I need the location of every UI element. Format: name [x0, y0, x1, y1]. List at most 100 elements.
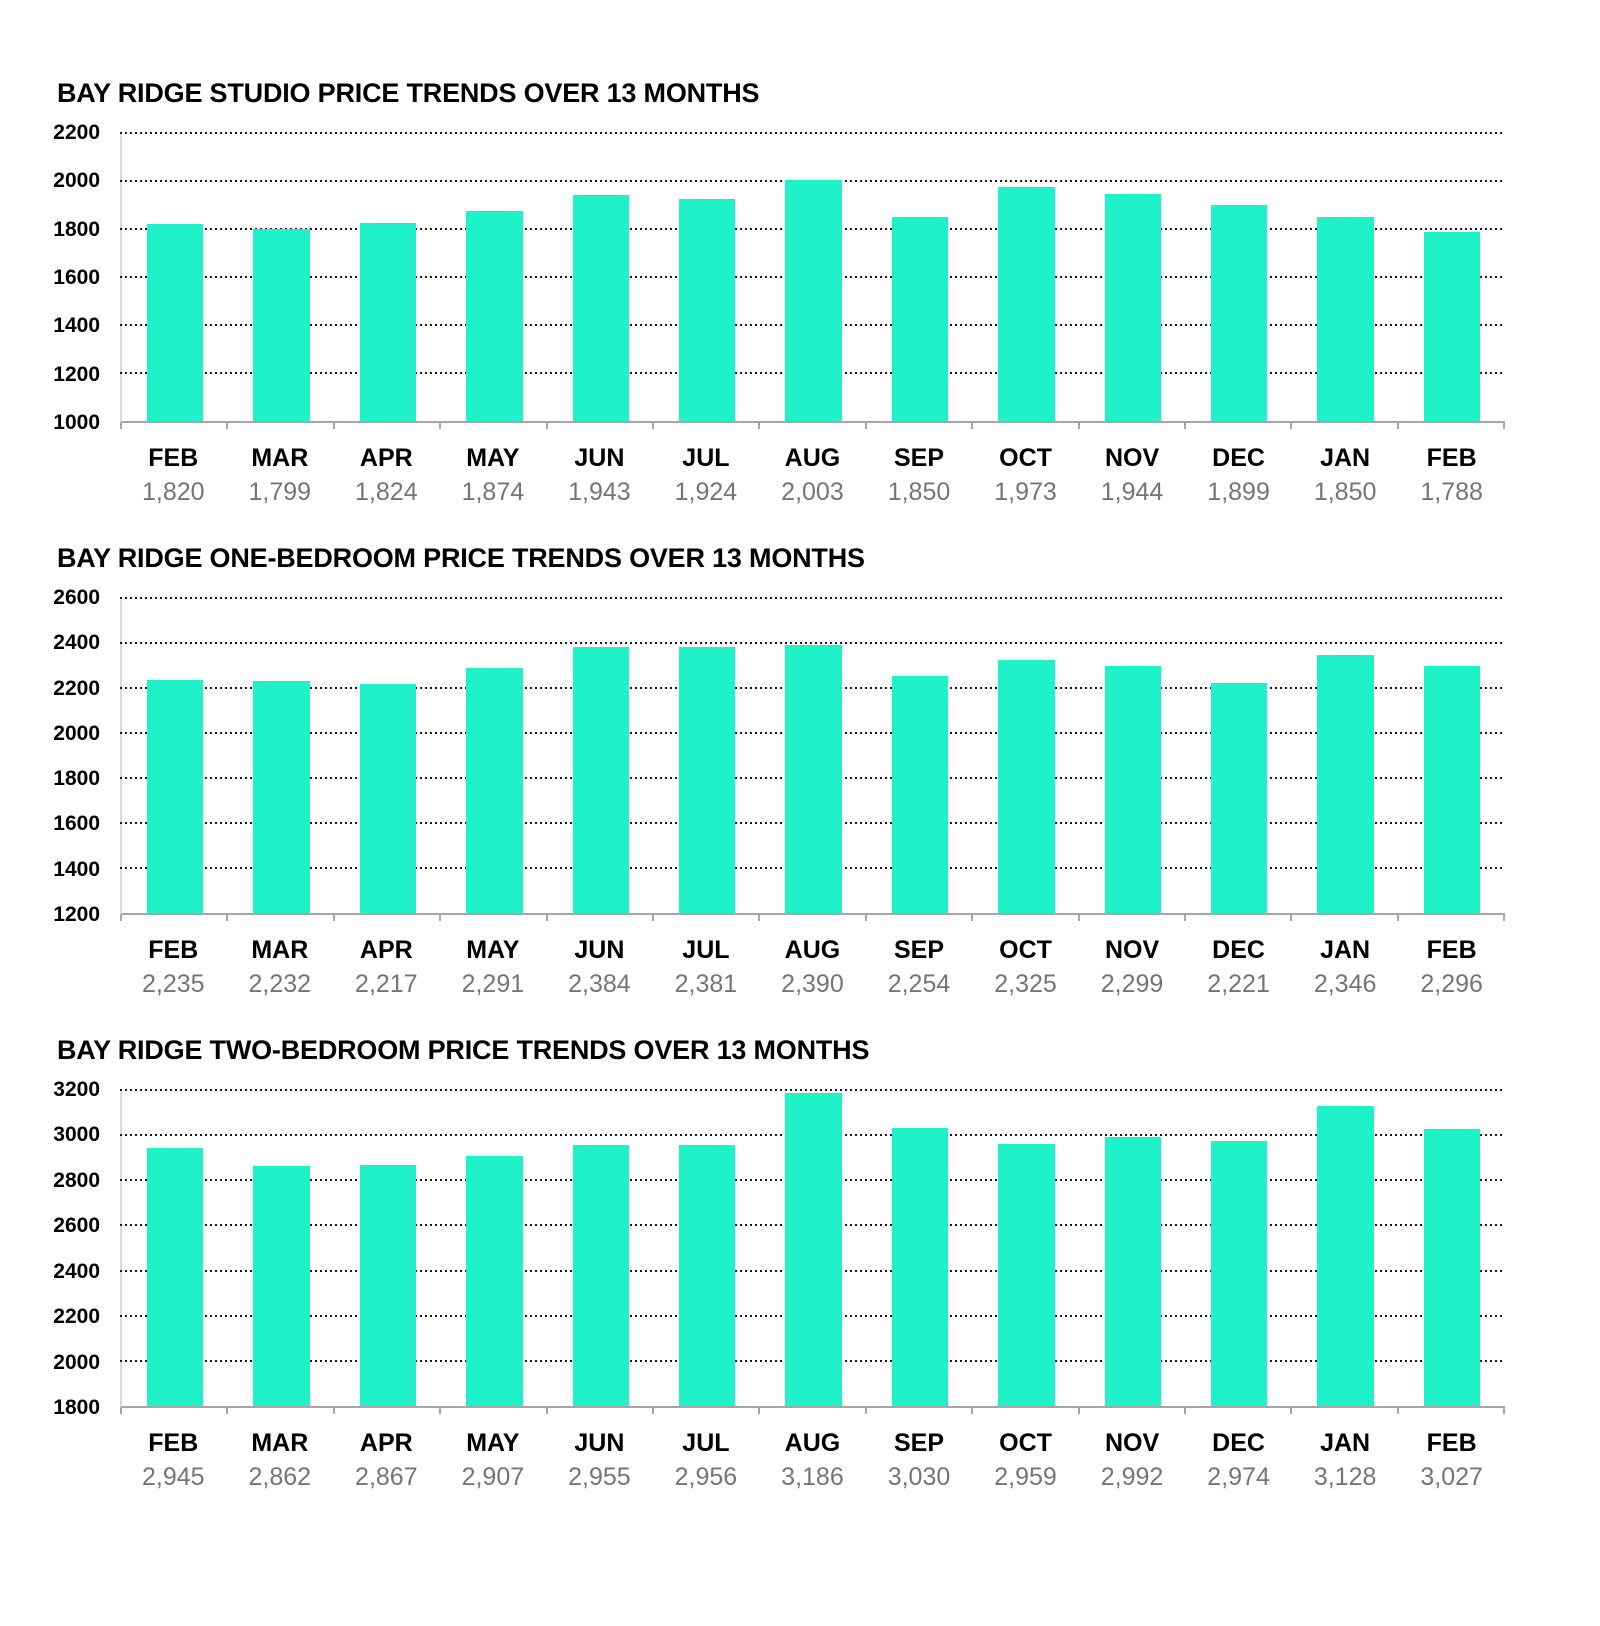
y-axis-tick-label: 1200 — [53, 362, 100, 386]
bar-slot — [1080, 133, 1186, 421]
x-axis-tick — [228, 915, 335, 921]
value-label: 1,824 — [355, 478, 418, 506]
bar-slot — [654, 598, 760, 913]
month-label: FEB — [148, 936, 199, 964]
x-axis-category: FEB 2,235 — [120, 935, 227, 999]
y-axis-tick-label: 1000 — [53, 411, 100, 434]
y-axis: 3200 3000 2800 2600 2400 2200 2000 1800 — [0, 1078, 120, 1419]
x-axis-tick — [122, 423, 229, 429]
y-axis-tick-label: 2000 — [53, 169, 100, 193]
y-axis-tick-label: 3000 — [53, 1123, 100, 1147]
bar-slot — [335, 133, 441, 421]
bar-feb-0 — [147, 680, 204, 913]
value-label: 2,867 — [355, 1463, 418, 1491]
value-label: 2,291 — [461, 970, 525, 998]
x-axis-category: MAR 2,232 — [227, 935, 334, 999]
value-label: 2,907 — [461, 1463, 525, 1491]
x-axis-tick — [228, 423, 335, 429]
x-axis-tick-row — [120, 915, 1506, 921]
x-axis-category: MAR 1,799 — [227, 443, 334, 507]
value-label: 2,346 — [1313, 970, 1377, 998]
bar-sep-7 — [891, 217, 949, 421]
plot-area — [120, 597, 1505, 915]
plot-area — [120, 132, 1505, 423]
month-label: MAR — [251, 1429, 309, 1457]
bar-slot — [1080, 1090, 1186, 1406]
x-axis-labels: FEB 2,235 MAR 2,232 APR 2,217 MAY 2,291 JUN 2,384… — [120, 935, 1505, 999]
x-axis-tick-row — [120, 1408, 1506, 1414]
bar-slot — [760, 133, 866, 421]
bar-slot — [1292, 133, 1398, 421]
value-label: 1,850 — [1313, 478, 1377, 506]
bar-slot — [228, 1090, 334, 1406]
month-label: APR — [359, 936, 413, 964]
month-label: JUL — [682, 936, 730, 964]
x-axis-category: JUN 2,384 — [546, 935, 653, 999]
y-axis: 2200 2000 1800 1600 1400 1200 1000 — [0, 121, 120, 434]
x-axis-category: DEC 2,221 — [1185, 935, 1292, 999]
plot-wrap: FEB 1,820 MAR 1,799 APR 1,824 MAY 1,874 JUN 1,943… — [120, 132, 1506, 507]
value-label: 1,973 — [994, 478, 1057, 506]
month-label: JUL — [682, 1429, 730, 1457]
x-axis-category: FEB 2,296 — [1398, 935, 1505, 999]
month-label: SEP — [893, 1429, 944, 1457]
value-label: 1,820 — [141, 478, 205, 506]
month-label: FEB — [1426, 1429, 1477, 1457]
bar-slot — [548, 598, 654, 913]
bar-apr-2 — [359, 223, 417, 421]
value-label: 2,992 — [1100, 1463, 1164, 1491]
month-label: SEP — [893, 936, 944, 964]
value-label: 1,899 — [1207, 478, 1270, 506]
bar-slot — [1292, 1090, 1398, 1406]
bar-slot — [1186, 133, 1292, 421]
value-label: 1,788 — [1420, 478, 1483, 506]
bar-slot — [335, 1090, 441, 1406]
bar-slot — [1080, 598, 1186, 913]
x-axis-tick — [335, 915, 442, 921]
value-label: 1,924 — [674, 478, 738, 506]
bar-slot — [867, 133, 973, 421]
x-axis-category: MAY 1,874 — [440, 443, 547, 507]
x-axis-tick — [867, 1408, 974, 1414]
bar-nov-9 — [1104, 194, 1161, 421]
x-axis-tick — [1292, 915, 1399, 921]
x-axis-category: JUN 1,943 — [546, 443, 653, 507]
y-axis-tick-label: 1600 — [53, 266, 100, 289]
bar-may-3 — [466, 667, 523, 913]
bar-feb-0 — [147, 224, 204, 421]
x-axis-tick — [1399, 915, 1506, 921]
month-label: OCT — [999, 936, 1052, 964]
bar-chart: BAY RIDGE STUDIO PRICE TRENDS OVER 13 MO… — [0, 78, 1600, 507]
y-axis-tick-label: 2200 — [53, 121, 100, 144]
bar-oct-8 — [998, 1144, 1055, 1406]
x-axis-tick — [441, 423, 548, 429]
x-axis-category: JUL 2,381 — [653, 935, 760, 999]
bar-jan-11 — [1317, 217, 1374, 421]
value-label: 2,232 — [248, 970, 312, 998]
bar-jun-4 — [572, 1145, 629, 1406]
bar-slot — [548, 133, 654, 421]
x-axis-tick — [548, 423, 654, 429]
value-label: 2,974 — [1207, 1463, 1270, 1491]
chart-body: 3200 3000 2800 2600 2400 2200 2000 1800 FEB 2,94… — [0, 1078, 1600, 1492]
x-axis-tick — [760, 1408, 867, 1414]
bar-slot — [441, 598, 547, 913]
month-label: OCT — [999, 444, 1052, 472]
bar-may-3 — [466, 211, 523, 421]
x-axis-tick — [441, 915, 548, 921]
x-axis-category: APR 2,217 — [333, 935, 440, 999]
x-axis-tick — [867, 423, 974, 429]
x-axis-category: APR 1,824 — [333, 443, 440, 507]
x-axis-tick — [1080, 423, 1186, 429]
y-axis-tick-label: 2400 — [53, 631, 100, 655]
x-axis-category: OCT 2,325 — [972, 935, 1079, 999]
month-label: OCT — [999, 1429, 1052, 1457]
month-label: DEC — [1212, 936, 1265, 964]
value-label: 1,799 — [248, 478, 312, 506]
bar-jul-5 — [678, 199, 736, 421]
value-label: 3,128 — [1313, 1463, 1377, 1491]
month-label: DEC — [1212, 444, 1265, 472]
bar-oct-8 — [998, 187, 1055, 421]
x-axis-category: FEB 2,945 — [120, 1428, 227, 1492]
x-axis-tick — [654, 1408, 761, 1414]
